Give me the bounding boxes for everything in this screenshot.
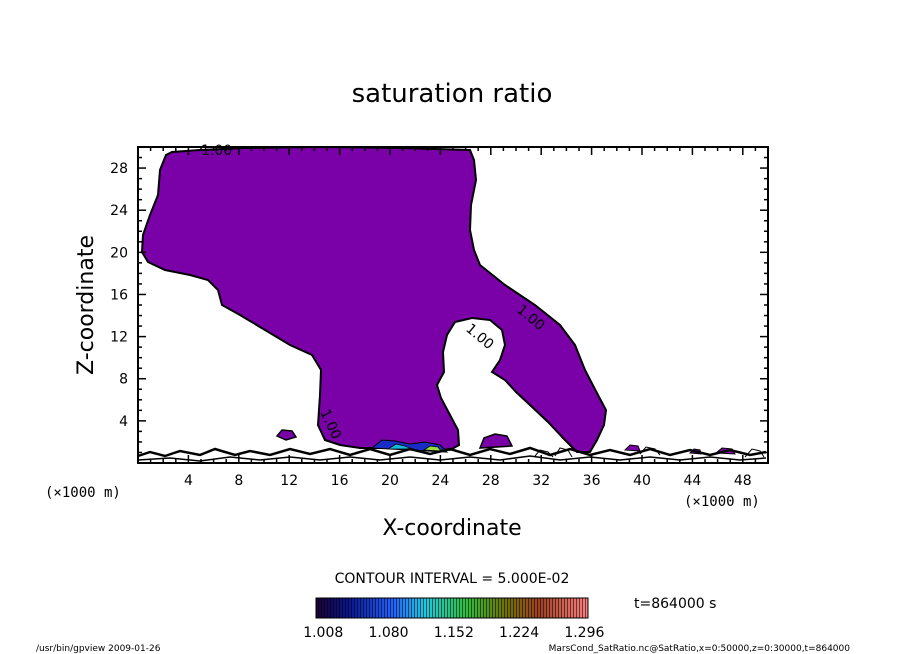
x-tick-label: 32 (532, 473, 550, 489)
y-tick-label: 20 (110, 245, 128, 261)
footer-left: /usr/bin/gpview 2009-01-26 (36, 644, 161, 654)
contour-label: 1.00 (462, 321, 496, 353)
x-tick-label: 12 (280, 473, 298, 489)
x-tick-label: 36 (583, 473, 601, 489)
saturated-region (140, 145, 608, 453)
time-label: t=864000 s (634, 596, 716, 612)
x-tick-label: 28 (482, 473, 500, 489)
surface-region (478, 433, 514, 449)
y-tick-label: 28 (110, 161, 128, 177)
x-tick-label: 16 (331, 473, 349, 489)
colorbar-tick-label: 1.224 (499, 625, 539, 641)
surface-contours (137, 446, 767, 458)
surface-region (275, 429, 298, 441)
y-axis-label: Z-coordinate (74, 235, 99, 375)
contour-label: 1.00 (201, 143, 232, 159)
x-tick-label: 4 (184, 473, 193, 489)
y-tick-label: 12 (110, 330, 128, 346)
colorbar-tick-label: 1.296 (564, 625, 604, 641)
surface-region (386, 443, 413, 450)
x-tick-label: 8 (234, 473, 243, 489)
colorbar-tick-label: 1.152 (434, 625, 474, 641)
contour-interval-label: CONTOUR INTERVAL = 5.000E-02 (335, 571, 570, 587)
z-unit-label: (×1000 m) (45, 485, 121, 501)
colorbar-tick-label: 1.080 (368, 625, 408, 641)
y-tick-label: 16 (110, 287, 128, 303)
chart-title: saturation ratio (352, 79, 553, 109)
x-tick-label: 24 (431, 473, 449, 489)
x-tick-label: 40 (633, 473, 651, 489)
y-tick-label: 24 (110, 203, 128, 219)
surface-region (422, 445, 442, 452)
surface-region (623, 444, 641, 452)
x-tick-label: 20 (381, 473, 399, 489)
x-tick-label: 44 (683, 473, 701, 489)
surface-contours (137, 455, 767, 462)
colorbar-tick-label: 1.008 (303, 625, 343, 641)
y-tick-label: 8 (119, 372, 128, 388)
y-tick-label: 4 (119, 414, 128, 430)
surface-contours (534, 446, 765, 458)
x-unit-label: (×1000 m) (684, 494, 760, 510)
x-tick-label: 48 (734, 473, 752, 489)
x-axis-label: X-coordinate (382, 516, 521, 541)
colorbar-stripes (316, 598, 588, 618)
footer-right: MarsCond_SatRatio.nc@SatRatio,x=0:50000,… (549, 644, 851, 654)
